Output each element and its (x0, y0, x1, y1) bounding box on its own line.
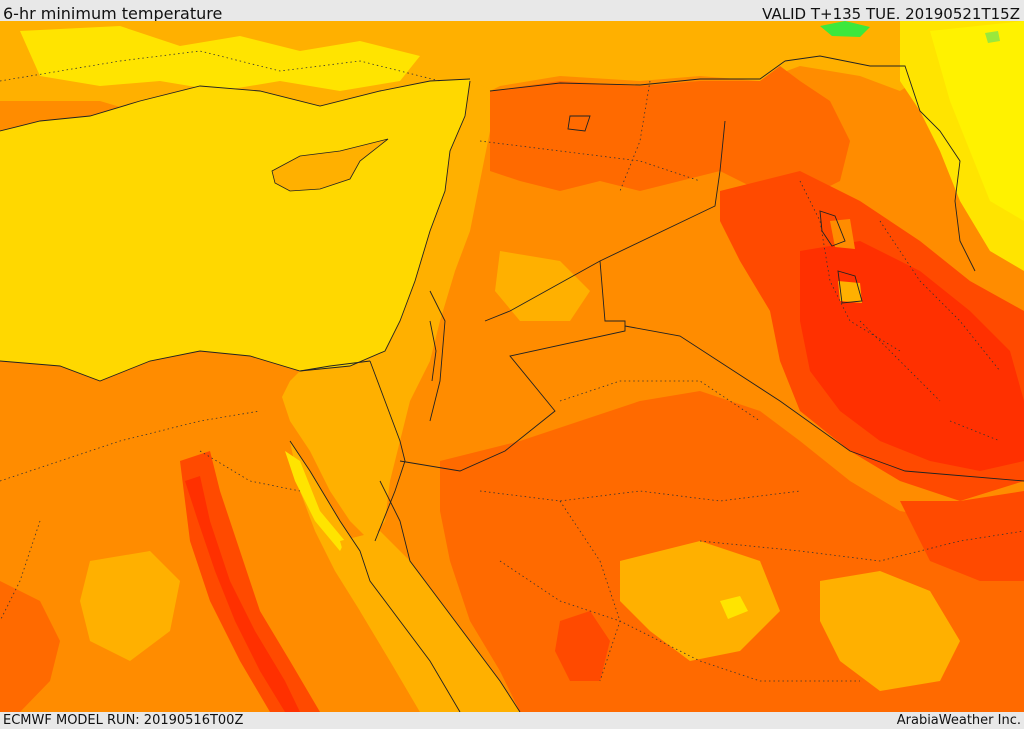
jordan-light (495, 251, 590, 321)
egypt-red-band (180, 451, 320, 712)
saudi-light-2 (820, 571, 960, 691)
red-sea-south (340, 531, 520, 712)
model-run-label: ECMWF MODEL RUN: 20190516T00Z (3, 713, 244, 728)
nile-valley-red (185, 476, 300, 712)
ne-bright-yellow (930, 21, 1024, 221)
temperature-map[interactable] (0, 21, 1024, 712)
egypt-light-patch (80, 551, 180, 661)
levant-coast (280, 81, 495, 541)
saudi-light-1 (620, 541, 780, 661)
province-borders (0, 50, 1024, 682)
turkey-yellow-patches (20, 26, 420, 91)
valid-time-label: VALID T+135 TUE. 20190521T15Z (762, 5, 1020, 23)
credit-label: ArabiaWeather Inc. (896, 713, 1021, 728)
egypt-south-orange (0, 581, 60, 712)
iraq-orange-patch-2 (838, 281, 862, 303)
saudi-yellow-patch (720, 596, 748, 619)
syria-dark (490, 66, 850, 201)
green-patch-2 (985, 31, 1000, 43)
saudi-east-red (900, 491, 1024, 581)
coastlines (0, 78, 863, 712)
country-borders (299, 55, 1024, 542)
cyprus-island (271, 138, 389, 192)
header-bar: 6-hr minimum temperature VALID T+135 TUE… (0, 0, 1024, 23)
red-sea-yellow (285, 451, 345, 551)
map-title: 6-hr minimum temperature (3, 4, 223, 23)
saudi-red-spots (555, 611, 610, 681)
green-patch-1 (820, 21, 870, 37)
egypt-west (0, 351, 290, 712)
footer-bar: ECMWF MODEL RUN: 20190516T00Z ArabiaWeat… (0, 712, 1024, 729)
